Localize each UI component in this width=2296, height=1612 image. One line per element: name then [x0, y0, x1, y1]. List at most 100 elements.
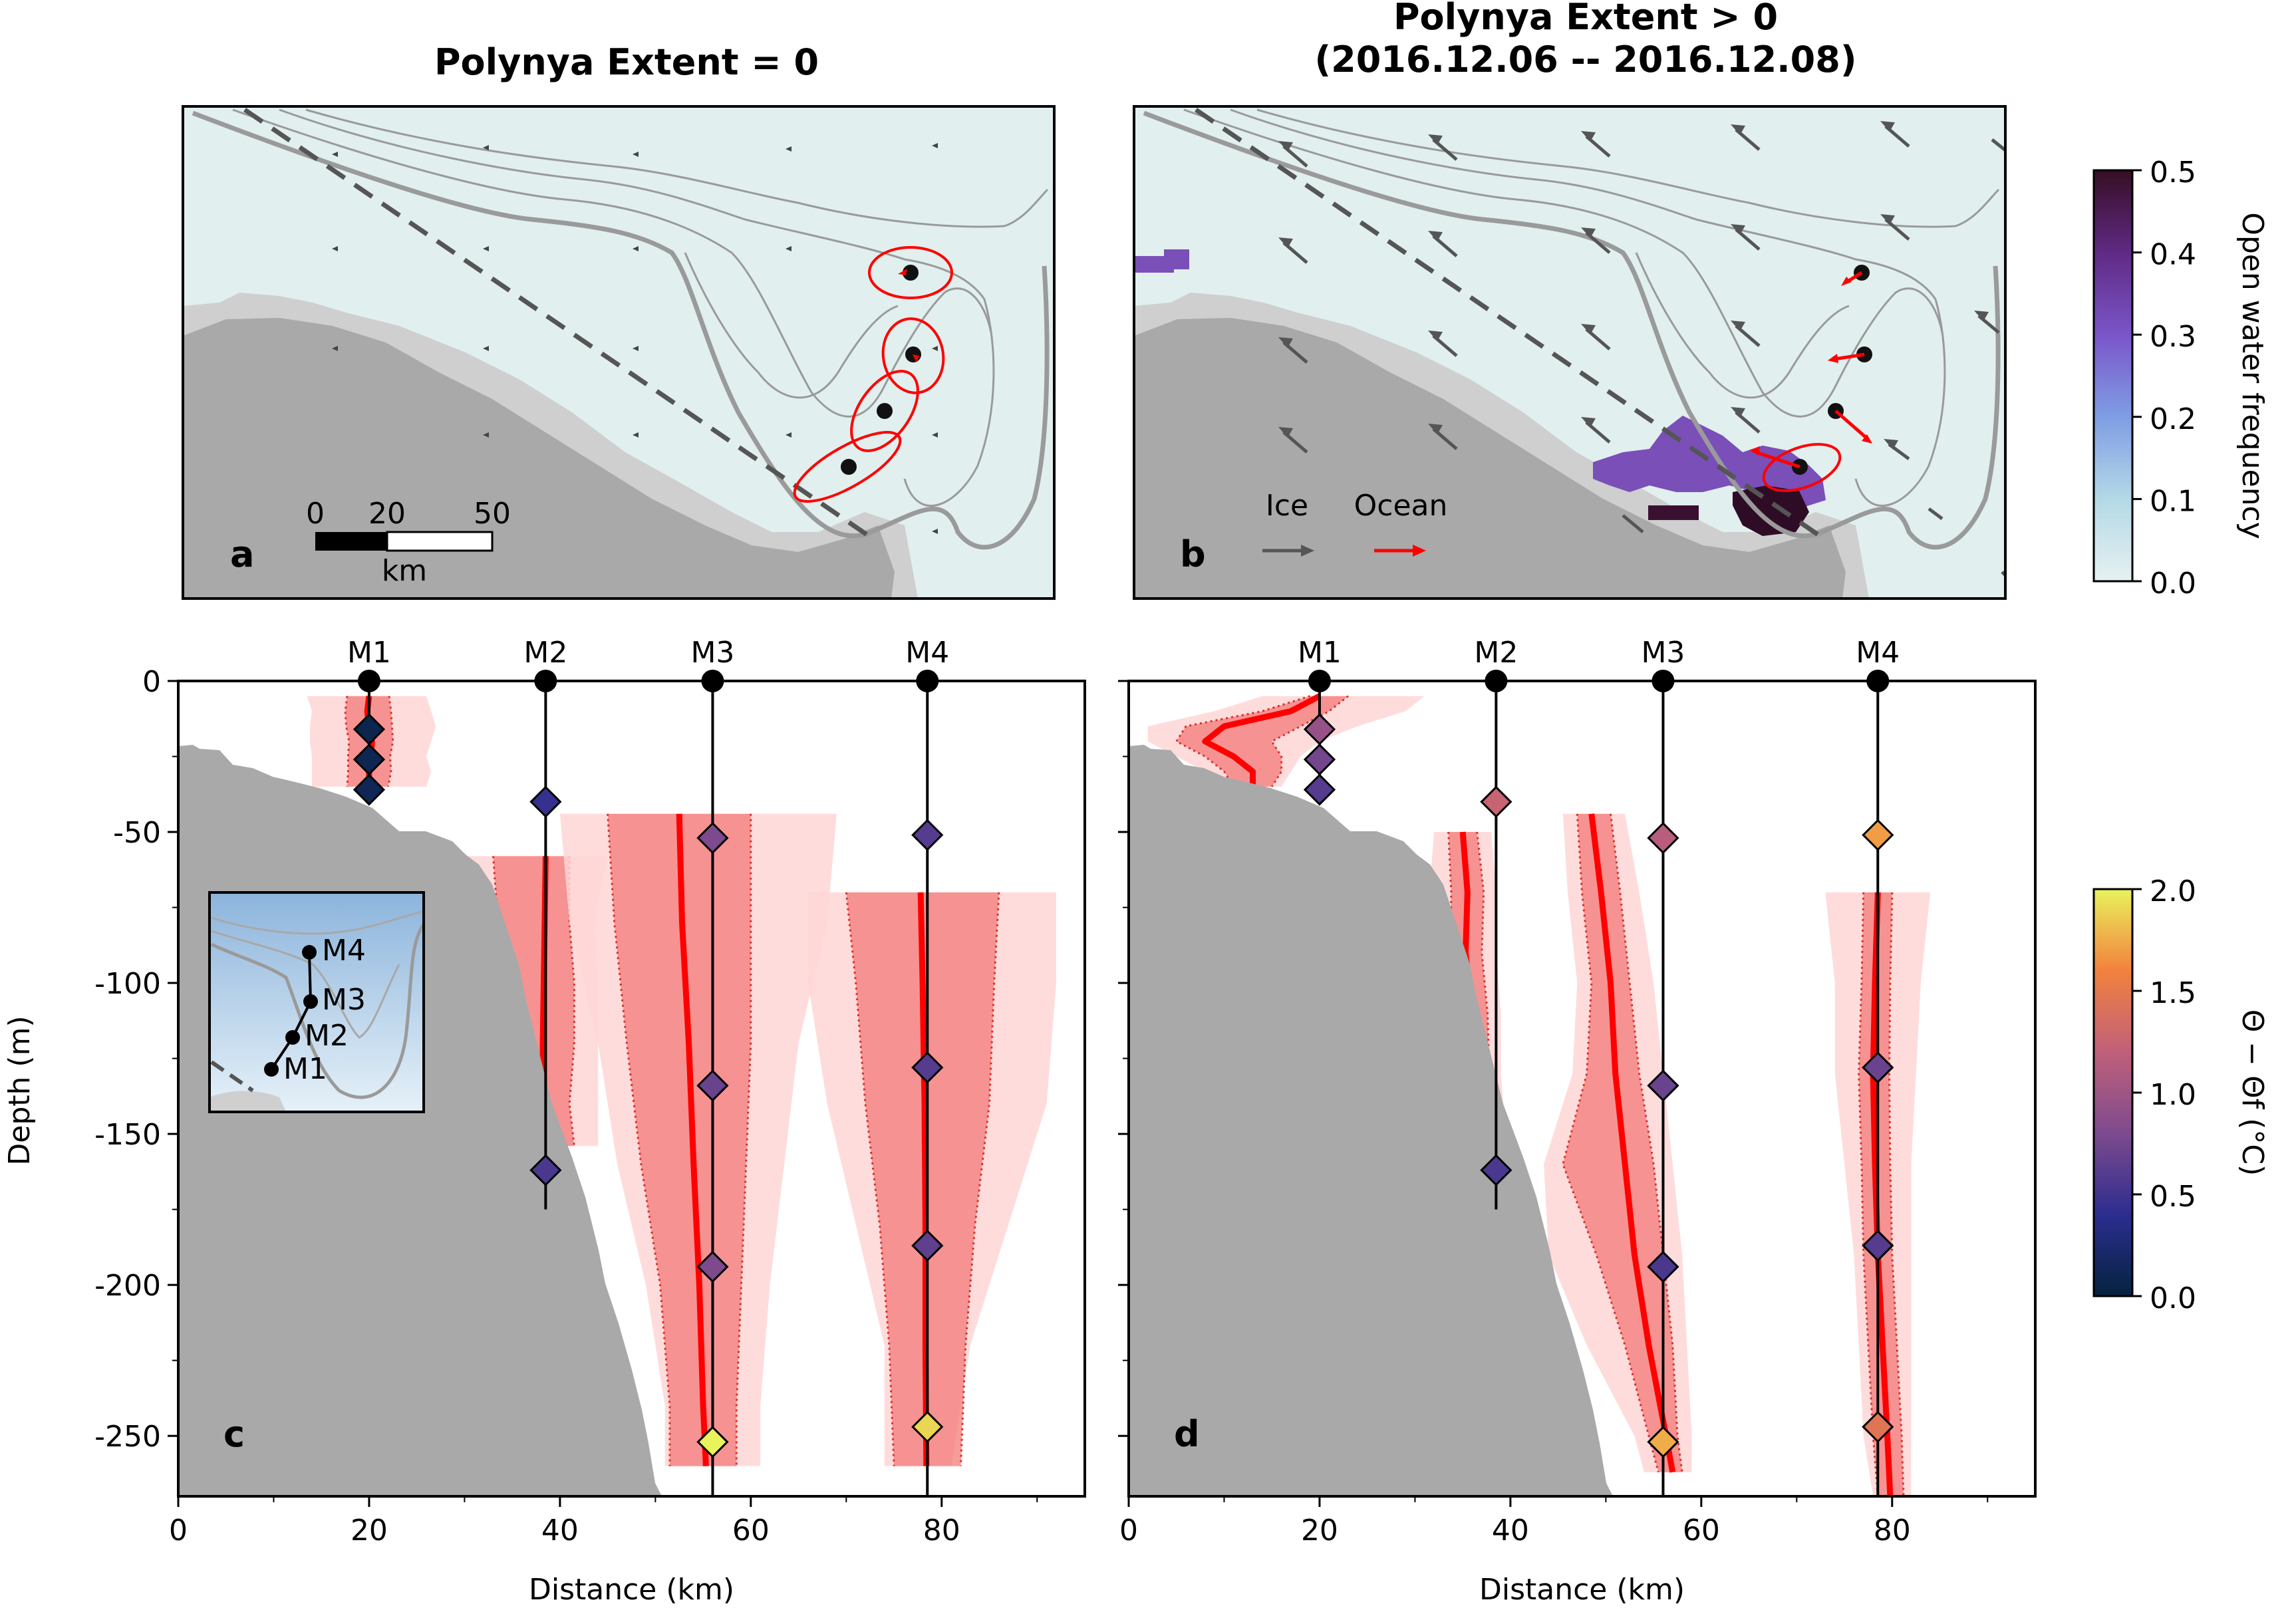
instrument-marker: [1862, 1051, 1894, 1084]
instrument-marker: [1647, 1426, 1679, 1458]
map-b-land: [1134, 318, 1846, 599]
instrument-marker: [696, 1426, 729, 1458]
instrument-marker: [1647, 1250, 1679, 1283]
profile-panel-c: M1 M2 M3 M40 20 40 60 800-50-100-150-200-250Dis…: [3, 636, 1086, 1607]
inset-contours: [210, 923, 424, 1099]
legend-ice-label: Ice: [1266, 489, 1308, 523]
inset-m4-marker: [302, 945, 317, 960]
x-tick-label: 80: [923, 1514, 960, 1547]
colorbar-temperature-ticks: 0.0 0.5 1.0 1.5 2.0: [2132, 874, 2196, 1315]
x-tick-label: 60: [732, 1514, 770, 1547]
y-tick-label: 0: [142, 665, 161, 699]
mooring-label-m2: M2: [523, 636, 567, 670]
inset-m2-marker: [285, 1030, 300, 1045]
y-axis-label: Depth (m): [3, 1015, 37, 1165]
inset-label-m2: M2: [305, 1019, 349, 1053]
instrument-marker: [1862, 819, 1894, 851]
mooring-label-m1: M1: [1298, 636, 1342, 670]
map-a-frame: [182, 105, 1056, 600]
instrument-marker: [1862, 1410, 1894, 1443]
panel-letter-c: c: [223, 1413, 245, 1455]
instrument-marker: [1303, 773, 1336, 806]
inset-label-m3: M3: [322, 983, 366, 1017]
instrument-marker: [911, 1051, 944, 1084]
colorbar-temperature-bar: [2092, 888, 2134, 1297]
y-tick-label: -150: [94, 1118, 161, 1152]
inset-m3-marker: [303, 994, 318, 1009]
colorbar-temperature: 0.0 0.5 1.0 1.5 2.0 Θ − Θf (°C): [2092, 874, 2269, 1315]
instrument-marker: [529, 785, 562, 818]
inset-frame: [208, 891, 425, 1113]
map-panel-a: 0 20 50 km a: [182, 105, 1056, 600]
panel-letter-d: d: [1174, 1413, 1200, 1455]
map-a-scale-bar: 0 20 50 km: [306, 497, 511, 588]
panel-letter-a: a: [230, 533, 254, 575]
y-tick-label: -50: [113, 816, 161, 850]
scale-tick-20: 20: [368, 497, 406, 531]
inset-map: M4 M3 M2 M1: [208, 891, 425, 1113]
x-axis-label: Distance (km): [529, 1573, 734, 1607]
x-tick-label: 20: [351, 1514, 388, 1547]
instrument-marker: [1647, 1069, 1679, 1102]
colorbar-tick-label: 0.5: [2150, 1180, 2196, 1214]
colorbar-open-water-label: Open water frequency: [2235, 212, 2269, 539]
instrument-marker: [696, 821, 729, 855]
instrument-marker: [1480, 785, 1512, 818]
colorbar-tick-label: 0.1: [2150, 484, 2196, 518]
y-tick-label: -100: [94, 967, 161, 1001]
profile-mean-line-m3: [1588, 813, 1676, 1473]
map-b-ice-arrows: [1278, 121, 2005, 578]
profile-std-upper-m3: [1610, 813, 1683, 1472]
map-a-transect-line: [243, 108, 869, 537]
legend-ocean-label: Ocean: [1354, 489, 1448, 523]
x-tick-label: 40: [541, 1514, 579, 1547]
mooring-label-m1: M1: [347, 636, 391, 670]
colorbar-tick-label: 0.4: [2150, 238, 2196, 272]
mooring-label-m4: M4: [1856, 636, 1900, 670]
profile-std-upper-m1: [387, 696, 394, 787]
profile-mean-line-m3: [676, 813, 709, 1466]
colorbar-tick-label: 2.0: [2150, 874, 2196, 908]
profile-std-upper-m3: [735, 813, 752, 1466]
profile-std-lower-m4: [845, 892, 895, 1466]
instrument-marker: [911, 1410, 944, 1443]
colorbar-tick-label: 0.3: [2150, 320, 2196, 354]
colorbar-open-water: 0.0 0.1 0.2 0.3 0.4 0.5 Open water frequency: [2092, 156, 2269, 601]
y-tick-label: -250: [94, 1420, 161, 1454]
bathymetry-land: [1129, 745, 1613, 1496]
map-b-frame: [1133, 105, 2007, 600]
profile-mean-line-m1: [1202, 693, 1322, 787]
scale-unit: km: [382, 554, 427, 588]
inset-label-m1: M1: [283, 1052, 327, 1086]
legend-ocean-arrowhead: [1413, 545, 1426, 557]
instrument-marker: [1647, 821, 1679, 855]
mooring-label-m3: M3: [690, 636, 734, 670]
y-tick-label: -200: [94, 1269, 161, 1303]
instrument-marker: [353, 773, 386, 806]
map-b-mooring-markers: [1749, 265, 1872, 492]
profile-frame: [1127, 680, 2037, 1498]
x-tick-label: 0: [169, 1514, 188, 1547]
profile-std-lower-m1: [344, 696, 351, 787]
profile-std-lower-m1: [1175, 695, 1311, 787]
map-panel-b: Ice Ocean b: [1133, 105, 2007, 600]
colorbar-tick-label: 0.5: [2150, 156, 2196, 190]
legend-ice-arrowhead: [1301, 545, 1314, 557]
profile-std-band-m3: [607, 813, 751, 1466]
inset-mooring-line: [270, 952, 313, 1071]
map-b-transect-line: [1195, 108, 1820, 537]
profile-std-band-m1: [1176, 696, 1348, 787]
profile-std-upper-m2: [1476, 831, 1495, 1150]
instrument-marker: [1862, 1229, 1894, 1262]
x-tick-label: 40: [1492, 1514, 1529, 1547]
colorbar-tick-label: 1.0: [2150, 1078, 2196, 1112]
profile-mean-line-m4: [917, 892, 930, 1466]
x-tick-label: 0: [1119, 1514, 1138, 1547]
x-tick-label: 20: [1301, 1514, 1338, 1547]
scale-tick-0: 0: [306, 497, 325, 531]
scale-tick-50: 50: [474, 497, 511, 531]
x-tick-label: 60: [1683, 1514, 1720, 1547]
instrument-marker: [1480, 1154, 1512, 1186]
inset-m1-marker: [264, 1062, 279, 1077]
